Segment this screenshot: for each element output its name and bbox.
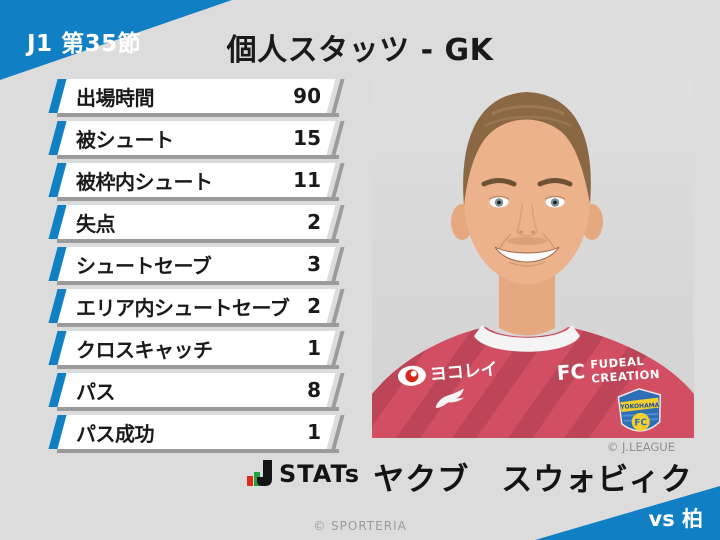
crest-club-text: YOKOHAMA bbox=[619, 402, 660, 411]
sponsor-right-line2: CREATION bbox=[591, 367, 660, 386]
stat-value: 90 bbox=[293, 84, 321, 108]
row-shadow bbox=[57, 197, 339, 201]
round-label: J1 第35節 bbox=[27, 31, 142, 57]
player-head bbox=[451, 92, 603, 284]
stat-value: 1 bbox=[307, 420, 321, 444]
stat-row: 被枠内シュート 11 bbox=[48, 163, 345, 201]
stat-label: パス bbox=[76, 379, 116, 404]
stat-label: 被シュート bbox=[76, 127, 174, 152]
stats-wordmark: STATs bbox=[279, 460, 360, 488]
stat-row: エリア内シュートセーブ 2 bbox=[48, 289, 345, 327]
stat-label: 失点 bbox=[76, 211, 116, 236]
stats-list: 出場時間 90 被シュート 15 被枠内シュート 11 bbox=[48, 79, 345, 457]
row-shadow bbox=[57, 113, 339, 117]
stat-row: 被シュート 15 bbox=[48, 121, 345, 159]
jersey-collar bbox=[474, 325, 580, 352]
stat-value: 1 bbox=[307, 336, 321, 360]
stat-row: 出場時間 90 bbox=[48, 79, 345, 117]
stat-value: 8 bbox=[307, 378, 321, 402]
stat-label: シュートセーブ bbox=[76, 253, 212, 278]
row-shadow bbox=[57, 407, 339, 411]
stat-row: 失点 2 bbox=[48, 205, 345, 243]
page-title: 個人スタッツ - GK bbox=[226, 33, 494, 68]
row-shadow bbox=[57, 155, 339, 159]
player-photo: ヨコレイ FC FUDEAL CREATION YOKOHAMA FC bbox=[372, 80, 694, 438]
stat-value: 11 bbox=[293, 168, 321, 192]
row-shadow bbox=[57, 239, 339, 243]
player-name: ヤクブ スウォビィク bbox=[373, 462, 693, 498]
opponent-label: vs 柏 bbox=[648, 507, 704, 531]
stat-value: 2 bbox=[307, 294, 321, 318]
row-shadow bbox=[57, 323, 339, 327]
stat-row: パス成功 1 bbox=[48, 415, 345, 453]
stats-brand: STATs bbox=[247, 460, 360, 486]
stat-label: 被枠内シュート bbox=[76, 169, 213, 194]
photo-credit: © J.LEAGUE bbox=[606, 440, 675, 454]
stat-label: パス成功 bbox=[76, 421, 155, 446]
sponsor-right-mark: FC bbox=[556, 359, 586, 385]
row-shadow bbox=[57, 365, 339, 369]
club-crest: YOKOHAMA FC bbox=[617, 388, 662, 432]
stat-value: 2 bbox=[307, 210, 321, 234]
stat-value: 15 bbox=[293, 126, 321, 150]
stat-label: 出場時間 bbox=[76, 85, 155, 110]
stat-label: エリア内シュートセーブ bbox=[76, 295, 290, 320]
sponsor-right-line1: FUDEAL bbox=[590, 354, 645, 372]
crest-mark-text: FC bbox=[634, 418, 648, 429]
sponsor-fudeal: FC FUDEAL CREATION bbox=[556, 354, 660, 386]
stat-row: クロスキャッチ 1 bbox=[48, 331, 345, 369]
site-credit: © SPORTERIA bbox=[313, 519, 407, 533]
bar-chart-j-icon bbox=[247, 460, 272, 486]
stat-row: パス 8 bbox=[48, 373, 345, 411]
stat-row: シュートセーブ 3 bbox=[48, 247, 345, 285]
row-shadow bbox=[57, 449, 339, 453]
stat-value: 3 bbox=[307, 252, 321, 276]
stat-label: クロスキャッチ bbox=[76, 337, 213, 362]
row-shadow bbox=[57, 281, 339, 285]
puma-cat-icon bbox=[435, 388, 464, 408]
